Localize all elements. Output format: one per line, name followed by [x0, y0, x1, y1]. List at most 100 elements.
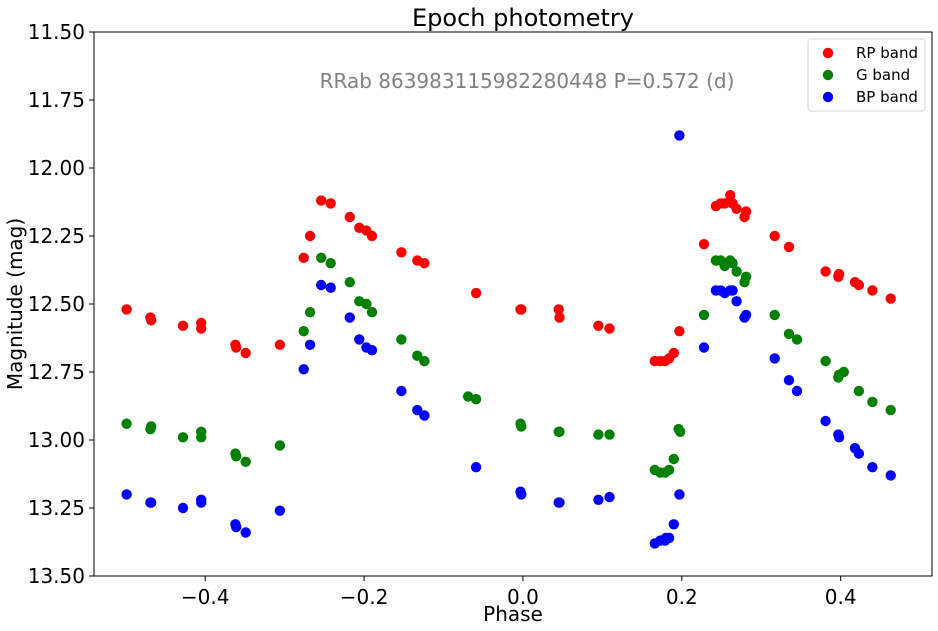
point-rp-band [740, 206, 752, 217]
data-points [121, 130, 896, 549]
point-g-band [885, 404, 896, 416]
y-axis-ticks: 11.50 11.75 12.00 12.25 12.50 12.75 13.00 13.25… [28, 20, 94, 588]
point-rp-band [668, 347, 679, 359]
point-bp-band [674, 489, 685, 500]
point-g-band [304, 307, 316, 318]
point-rp-band [316, 195, 327, 206]
point-g-band [516, 421, 527, 432]
chart-title: Epoch photometry [412, 4, 634, 32]
point-bp-band [791, 385, 803, 397]
point-bp-band [853, 448, 865, 459]
point-g-band [604, 429, 615, 440]
point-g-band [274, 440, 286, 451]
point-rp-band [177, 320, 189, 331]
point-g-band [820, 355, 831, 367]
point-rp-band [240, 347, 251, 359]
point-bp-band [274, 505, 286, 516]
point-g-band [231, 451, 242, 462]
point-rp-band [593, 320, 604, 331]
point-rp-band [516, 304, 527, 315]
point-bp-band [674, 130, 685, 141]
point-g-band [783, 328, 795, 340]
point-bp-band [668, 519, 679, 530]
point-bp-band [727, 285, 738, 296]
x-tick-label: 0.0 [507, 585, 539, 609]
point-bp-band [121, 489, 132, 500]
point-bp-band [783, 375, 795, 386]
point-rp-band [604, 323, 615, 334]
point-rp-band [719, 198, 730, 209]
point-g-band [838, 366, 849, 378]
point-bp-band [554, 497, 565, 508]
point-rp-band [146, 315, 157, 326]
point-bp-band [231, 521, 242, 533]
x-axis-label: Phase [483, 602, 543, 626]
point-rp-band [833, 268, 845, 280]
x-tick-label: −0.4 [181, 585, 230, 609]
point-bp-band [516, 489, 527, 500]
point-rp-band [366, 230, 378, 242]
point-rp-band [325, 198, 336, 209]
point-rp-band [553, 304, 564, 315]
point-g-band [196, 432, 207, 443]
point-bp-band [833, 432, 845, 443]
point-bp-band [698, 342, 710, 353]
point-g-band [146, 421, 157, 432]
point-rp-band [867, 285, 878, 296]
point-bp-band [470, 462, 482, 473]
point-bp-band [366, 345, 378, 356]
point-rp-band [820, 266, 831, 277]
legend-label-rp-band: RP band [856, 44, 918, 62]
point-g-band [396, 334, 407, 345]
point-rp-band [698, 239, 710, 250]
legend-label-bp-band: BP band [856, 88, 918, 106]
point-g-band [740, 271, 752, 282]
point-g-band [316, 252, 327, 263]
point-bp-band [419, 410, 430, 421]
point-g-band [325, 258, 336, 269]
y-tick-label: 12.75 [28, 360, 85, 384]
y-tick-label: 13.50 [28, 564, 85, 588]
legend-marker-g-band [822, 69, 834, 81]
point-rp-band [853, 279, 865, 291]
point-rp-band [554, 312, 565, 323]
point-g-band [412, 350, 423, 361]
point-g-band [298, 326, 309, 337]
point-g-band [344, 277, 355, 288]
point-rp-band [674, 326, 685, 337]
point-g-band [593, 429, 604, 440]
point-g-band [867, 396, 878, 408]
point-bp-band [298, 364, 309, 375]
star-annotation: RRab 863983115982280448 P=0.572 (d) [320, 69, 735, 93]
point-rp-band [121, 304, 132, 315]
y-tick-label: 13.25 [28, 496, 85, 520]
point-g-band [554, 426, 565, 437]
point-g-band [853, 385, 865, 397]
point-bp-band [867, 462, 878, 473]
point-bp-band [354, 334, 365, 345]
point-bp-band [663, 532, 675, 544]
point-rp-band [769, 230, 780, 242]
x-axis-ticks: −0.4 −0.2 0.0 0.2 0.4 [181, 576, 857, 609]
point-g-band [361, 298, 372, 310]
legend: RP band G band BP band [807, 38, 926, 112]
point-bp-band [412, 404, 423, 416]
point-bp-band [304, 339, 316, 350]
point-g-band [663, 464, 675, 476]
y-tick-label: 13.00 [28, 428, 85, 452]
point-bp-band [769, 353, 780, 364]
point-bp-band [177, 502, 189, 514]
x-tick-label: −0.2 [340, 585, 389, 609]
point-rp-band [731, 203, 742, 214]
legend-label-g-band: G band [856, 66, 910, 84]
point-g-band [419, 355, 430, 367]
plot-area [94, 32, 932, 576]
point-rp-band [470, 287, 482, 299]
point-g-band [791, 334, 803, 345]
point-bp-band [604, 491, 615, 503]
x-tick-label: 0.4 [825, 585, 857, 609]
point-g-band [470, 394, 482, 405]
point-rp-band [304, 230, 316, 242]
point-bp-band [146, 497, 157, 508]
